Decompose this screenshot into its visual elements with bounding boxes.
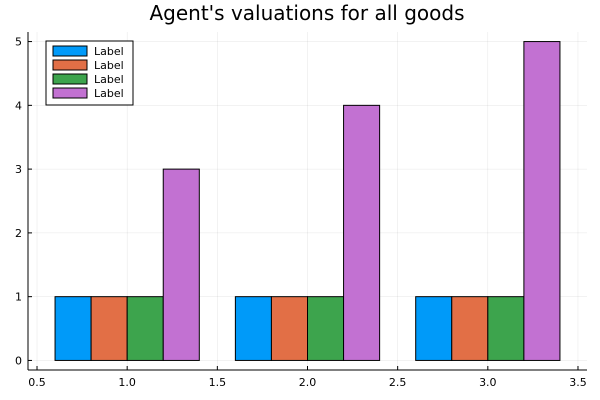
bar	[307, 296, 345, 361]
legend-swatch	[52, 73, 88, 85]
tick-labels: 0.5 1.0 1.5 2.0 2.5 3.0 3.5 0 1 2 3 4 5	[15, 36, 587, 389]
bar	[343, 104, 381, 361]
bar	[270, 296, 309, 361]
y-tick-label: 3	[15, 163, 22, 176]
x-tick-label: 1.5	[209, 376, 227, 389]
x-tick-label: 3.0	[479, 376, 497, 389]
legend-swatch	[52, 45, 88, 57]
legend-label: Label	[94, 59, 124, 72]
x-tick-label: 2.0	[299, 376, 317, 389]
y-tick-label: 0	[15, 354, 22, 367]
legend-label: Label	[94, 45, 124, 58]
legend-swatch	[52, 59, 88, 71]
axes	[27, 32, 587, 371]
bar	[126, 296, 164, 361]
bar	[451, 296, 489, 361]
x-tick-label: 3.5	[569, 376, 587, 389]
bar	[487, 296, 525, 361]
x-tick-label: 1.0	[118, 376, 136, 389]
chart-title: Agent's valuations for all goods	[149, 1, 464, 25]
legend-label: Label	[94, 73, 124, 86]
bar	[415, 296, 453, 361]
bar	[54, 296, 92, 361]
y-tick-label: 2	[15, 227, 22, 240]
bars	[54, 41, 561, 361]
y-tick-label: 1	[15, 291, 22, 304]
bar	[523, 41, 561, 361]
bar	[234, 296, 272, 361]
legend-label: Label	[94, 87, 124, 100]
legend-swatch	[52, 87, 88, 99]
y-tick-label: 5	[15, 36, 22, 49]
y-tick-label: 4	[15, 99, 22, 112]
bar	[90, 296, 128, 361]
x-tick-label: 0.5	[28, 376, 46, 389]
x-tick-label: 2.5	[389, 376, 407, 389]
bar	[162, 168, 200, 361]
